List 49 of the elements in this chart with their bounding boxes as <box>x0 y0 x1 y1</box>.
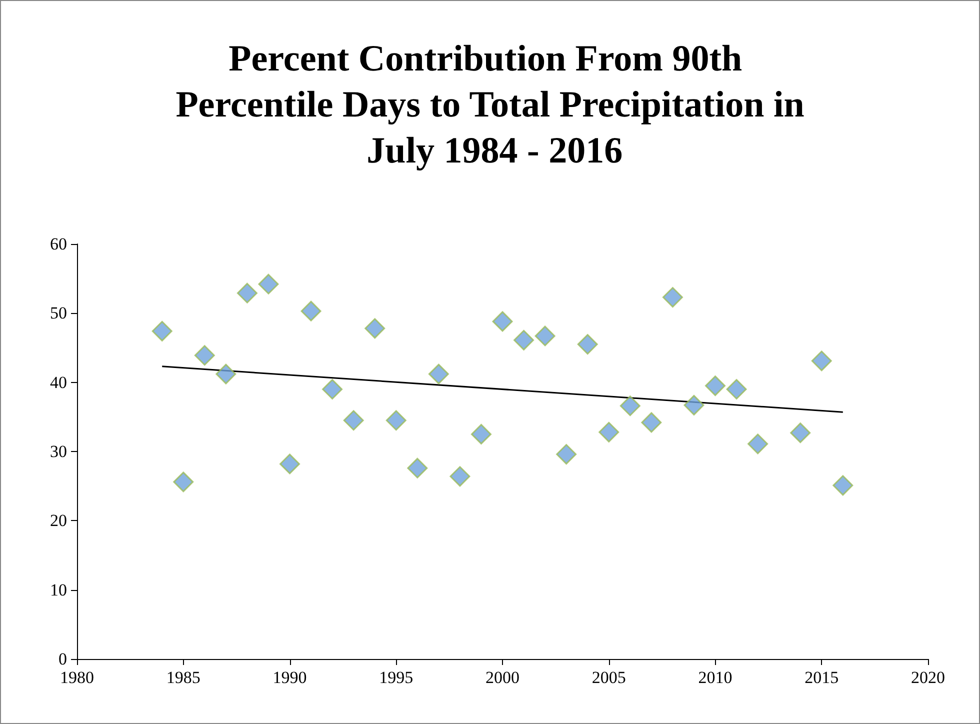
point <box>258 274 279 294</box>
point <box>705 376 726 396</box>
point <box>364 318 386 339</box>
point <box>428 364 449 384</box>
point <box>811 350 832 372</box>
point <box>684 394 704 416</box>
point <box>662 287 683 308</box>
x-tick-label: 2005 <box>592 668 626 687</box>
point <box>343 410 364 431</box>
y-tick-label: 60 <box>50 234 67 254</box>
point <box>450 466 470 487</box>
point <box>236 282 258 304</box>
x-tick-label: 2015 <box>804 668 839 687</box>
point <box>832 475 854 496</box>
y-tick-label: 50 <box>50 304 67 323</box>
point <box>280 454 300 474</box>
x-tick-label: 1990 <box>272 668 307 687</box>
point <box>748 434 768 454</box>
point <box>577 334 598 355</box>
point <box>194 345 215 366</box>
point <box>152 320 172 342</box>
point <box>620 396 640 416</box>
y-tick-label: 10 <box>50 580 67 600</box>
x-tick-label: 2010 <box>698 668 732 687</box>
point <box>300 300 322 322</box>
point <box>790 422 811 444</box>
chart-title: Percent Contribution From 90th Percentile Days to Total Precipitation in July 1984 - 2016 <box>176 38 805 172</box>
point <box>556 444 577 465</box>
point <box>386 410 406 431</box>
point <box>173 472 194 492</box>
x-tick-label: 1985 <box>166 668 200 687</box>
point <box>492 311 513 332</box>
y-tick-label: 30 <box>50 442 67 461</box>
point <box>726 379 747 400</box>
x-tick-label: 1995 <box>379 668 414 687</box>
point <box>470 424 492 444</box>
y-tick-label: 20 <box>50 511 67 530</box>
y-tick-label: 0 <box>58 650 67 668</box>
point <box>216 364 236 384</box>
point <box>598 422 620 442</box>
point <box>514 330 534 350</box>
x-tick-label: 2000 <box>486 668 520 687</box>
y-tick-label: 40 <box>50 372 67 392</box>
x-tick-label: 2020 <box>911 668 945 687</box>
point <box>322 379 343 400</box>
point <box>407 458 428 478</box>
point <box>641 412 662 433</box>
x-tick-label: 1980 <box>60 668 94 687</box>
point <box>534 326 556 346</box>
